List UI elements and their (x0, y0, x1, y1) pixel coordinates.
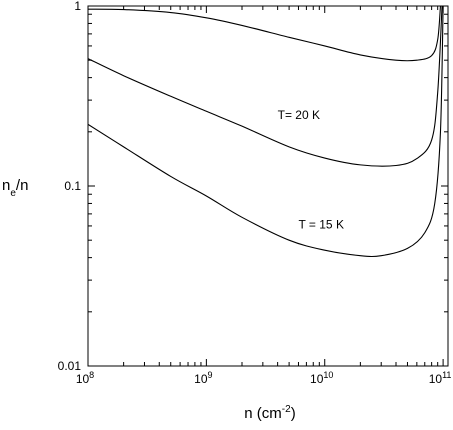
series-label-2: T= 20 K (278, 108, 320, 122)
series-line-1 (88, 6, 442, 62)
x-tick-label: 1010 (310, 370, 333, 386)
series-line-3 (88, 6, 444, 258)
y-tick-label: 1 (74, 0, 81, 13)
x-tick-labels: 108 109 1010 1011 (76, 370, 452, 386)
x-tick-label: 109 (194, 370, 212, 386)
y-tick-label: 0.01 (58, 359, 82, 373)
series-line-2 (88, 6, 443, 167)
x-tick-label: 1011 (429, 370, 452, 386)
y-axis-label: ne/n (2, 177, 28, 199)
x-tick-label: 108 (76, 370, 94, 386)
x-axis-label: n (cm-2) (244, 404, 295, 422)
series-label-3: T = 15 K (298, 218, 343, 232)
series-labels: T = 50 KT= 20 KT = 15 K (278, 108, 344, 232)
y-tick-labels: 0.01 0.1 1 (58, 0, 82, 373)
y-tick-label: 0.1 (64, 179, 81, 193)
ticks (87, 5, 448, 367)
series-group (88, 6, 444, 258)
